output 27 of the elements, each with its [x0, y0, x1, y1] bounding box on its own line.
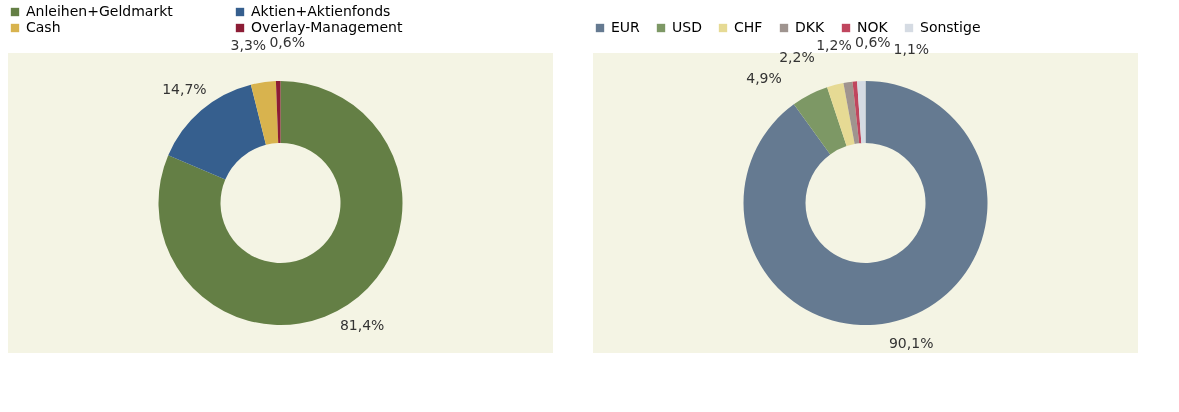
- legend-label: Sonstige: [920, 19, 981, 35]
- donut-slice: [843, 81, 860, 144]
- donut-slice: [852, 81, 862, 144]
- donut-slice: [857, 81, 866, 144]
- legend-label: DKK: [795, 19, 825, 35]
- data-label: 0,6%: [269, 34, 306, 51]
- donut-slice: [793, 87, 847, 155]
- data-label: 90,1%: [888, 334, 934, 351]
- legend-label: NOK: [857, 19, 889, 35]
- data-label: 2,2%: [779, 49, 815, 66]
- data-label: 14,7%: [162, 81, 207, 98]
- legend-label: Aktien+Aktienfonds: [251, 3, 391, 19]
- data-label: 1,2%: [816, 37, 852, 54]
- data-label: 81,4%: [339, 317, 385, 334]
- donut-slice: [827, 83, 855, 147]
- donut-slice: [275, 81, 281, 144]
- legend-label: Overlay-Management: [251, 19, 403, 35]
- data-label: 3,3%: [230, 37, 267, 54]
- donut-slice: [250, 81, 279, 145]
- legend-label: Anleihen+Geldmarkt: [26, 3, 174, 19]
- legend-label: CHF: [734, 19, 763, 35]
- legend-label: EUR: [611, 19, 641, 35]
- legend-label: USD: [672, 19, 702, 35]
- legend-label: Cash: [26, 19, 61, 35]
- data-label: 4,9%: [746, 70, 782, 87]
- data-label: 1,1%: [893, 40, 930, 57]
- data-label: 0,6%: [855, 34, 891, 51]
